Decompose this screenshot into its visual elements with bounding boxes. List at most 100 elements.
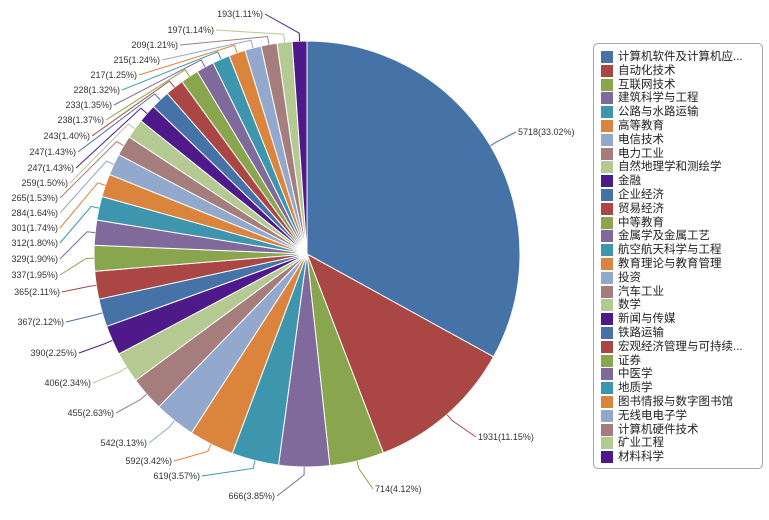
legend-label: 企业经济 [618, 189, 664, 201]
data-label: 312(1.80%) [11, 238, 58, 248]
legend-swatch [601, 285, 613, 298]
legend-swatch [601, 78, 613, 91]
leader-line [161, 39, 254, 61]
legend-label: 电信技术 [618, 133, 664, 146]
legend-swatch [601, 327, 613, 339]
leader-line [59, 160, 114, 214]
leader-line [78, 339, 113, 354]
legend-swatch [601, 106, 613, 119]
data-label: 265(1.53%) [11, 193, 58, 203]
legend-label: 建筑科学与工程 [618, 92, 699, 105]
data-label: 247(1.43%) [29, 147, 76, 157]
data-label: 284(1.64%) [11, 208, 58, 218]
data-label: 215(1.24%) [113, 55, 160, 65]
leader-line [59, 205, 100, 244]
data-label: 455(2.63%) [67, 408, 114, 418]
data-label: 301(1.74%) [11, 223, 58, 233]
legend-swatch [601, 409, 613, 422]
leader-line [92, 367, 128, 384]
leader-line [446, 414, 477, 438]
label-leader-lines [59, 13, 517, 497]
legend-label: 铁路运输 [618, 327, 664, 339]
legend-swatch [601, 258, 613, 270]
data-label: 233(1.35%) [65, 100, 112, 110]
legend-swatch [601, 313, 613, 326]
leader-line [173, 444, 212, 462]
data-label: 406(2.34%) [44, 378, 91, 388]
legend-swatch [601, 175, 613, 188]
legend-swatch [601, 396, 613, 408]
legend-label: 电力工业 [618, 147, 664, 160]
data-label: 209(1.21%) [131, 40, 178, 50]
legend-label: 自然地理学和测绘学 [618, 161, 722, 174]
leader-line [59, 182, 106, 229]
leader-line [77, 93, 161, 153]
legend: 计算机软件及计算机应... 自动化技术 互联网技术 建筑科学与工程 公路与水路运输 高等教… [593, 43, 763, 469]
data-label: 228(1.32%) [73, 85, 120, 95]
leader-line [121, 51, 222, 91]
legend-label: 教育理论与教育管理 [618, 258, 722, 270]
data-label: 367(2.12%) [17, 317, 64, 327]
legend-swatch [601, 189, 613, 201]
leader-line [59, 231, 96, 260]
leader-line [75, 107, 148, 169]
legend-label: 计算机硬件技术 [618, 423, 699, 436]
leader-line [490, 131, 517, 147]
legend-label: 证券 [618, 354, 641, 367]
legend-swatch [601, 437, 613, 450]
data-label: 337(1.95%) [11, 270, 58, 280]
leader-line [91, 80, 175, 137]
data-label: 592(3.42%) [125, 456, 172, 466]
leader-line [215, 29, 286, 43]
data-label: 243(1.40%) [43, 131, 90, 141]
data-label: 390(2.25%) [30, 348, 77, 358]
leader-line [105, 68, 190, 121]
legend-swatch [601, 51, 613, 63]
legend-swatch [601, 244, 613, 257]
legend-label: 中医学 [618, 368, 653, 381]
legend-label: 互联网技术 [618, 78, 676, 91]
data-label: 1931(11.15%) [478, 432, 534, 442]
legend-swatch [601, 271, 613, 284]
legend-label: 贸易经济 [618, 202, 664, 215]
legend-swatch [601, 451, 613, 464]
data-label: 619(3.57%) [153, 471, 200, 481]
leader-line [113, 59, 206, 106]
legend-label: 矿业工程 [618, 437, 664, 450]
legend-label: 宏观经济管理与可持续... [618, 340, 743, 353]
legend-label: 投资 [618, 271, 641, 284]
data-label: 365(2.11%) [14, 287, 60, 297]
data-label: 247(1.43%) [27, 163, 74, 173]
data-label: 329(1.90%) [11, 254, 58, 264]
data-label: 259(1.50%) [21, 178, 68, 188]
legend-swatch [601, 230, 613, 243]
data-label: 5718(33.02%) [518, 127, 575, 137]
pie-slice[interactable] [306, 40, 521, 358]
leader-line [138, 44, 238, 76]
data-label: 714(4.12%) [375, 484, 422, 494]
legend-label: 金融 [618, 175, 641, 188]
data-label: 193(1.11%) [217, 9, 263, 19]
legend-swatch [601, 161, 613, 174]
legend-label: 地质学 [618, 382, 653, 395]
legend-swatch [601, 92, 613, 105]
pie-slice[interactable] [306, 252, 495, 454]
data-label: 666(3.85%) [228, 491, 275, 501]
legend-swatch [601, 147, 613, 160]
data-labels: 5718(33.02%) 1931(11.15%) 714(4.12%) 666(3.… [11, 9, 574, 501]
legend-label: 无线电电子学 [618, 409, 687, 422]
leader-line [69, 123, 136, 184]
legend-swatch [601, 299, 613, 312]
legend-swatch [601, 354, 613, 367]
legend-label: 金属学及金属工艺 [618, 230, 710, 243]
leader-line [201, 460, 256, 477]
leader-line [61, 284, 97, 293]
legend-label: 中等教育 [618, 216, 664, 229]
data-label: 238(1.37%) [57, 115, 104, 125]
legend-label: 材料科学 [618, 451, 664, 464]
legend-swatch [601, 382, 613, 395]
legend-label: 自动化技术 [618, 64, 676, 77]
leader-line [179, 36, 270, 46]
pie-slices [93, 40, 521, 468]
